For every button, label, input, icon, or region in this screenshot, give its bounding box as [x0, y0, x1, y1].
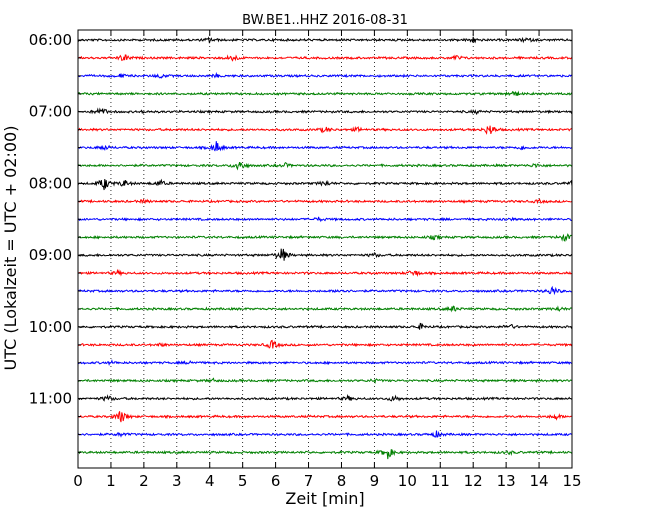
x-tick-label: 9 [370, 472, 380, 490]
trace-09:15 [77, 268, 573, 278]
trace-07:30 [77, 141, 573, 152]
axes [77, 29, 573, 469]
trace-08:45 [77, 233, 573, 242]
trace-10:45 [77, 377, 573, 385]
trace-09:30 [77, 285, 573, 296]
x-tick-label: 2 [139, 472, 149, 490]
trace-06:15 [77, 54, 573, 62]
x-tick-label: 8 [337, 472, 347, 490]
trace-11:30 [77, 430, 573, 438]
y-tick-label: 09:00 [29, 246, 72, 264]
x-tick-label: 6 [271, 472, 281, 490]
trace-08:00 [77, 178, 573, 191]
trace-06:30 [77, 71, 573, 79]
trace-09:00 [77, 248, 573, 261]
x-tick-label: 15 [562, 472, 581, 490]
trace-10:15 [77, 339, 573, 349]
y-tick-label: 10:00 [29, 318, 72, 336]
trace-11:45 [77, 448, 573, 460]
y-axis-ticks: 06:00 07:00 08:00 09:00 10:00 11:00 [29, 31, 84, 453]
trace-09:45 [77, 305, 573, 313]
x-tick-label: 10 [398, 472, 417, 490]
x-tick-label: 3 [172, 472, 182, 490]
chart-title: BW.BE1..HHZ 2016-08-31 [242, 13, 408, 28]
y-axis-label: UTC (Lokalzeit = UTC + 02:00) [1, 126, 20, 371]
trace-08:30 [77, 216, 573, 223]
x-tick-label: 11 [431, 472, 450, 490]
y-tick-label: 08:00 [29, 174, 72, 192]
trace-06:00 [77, 36, 573, 44]
seismic-traces [77, 36, 573, 460]
trace-10:30 [77, 359, 573, 366]
x-tick-label: 1 [106, 472, 116, 490]
x-tick-label: 13 [497, 472, 516, 490]
plot-frame [77, 29, 573, 469]
trace-07:00 [77, 107, 573, 116]
y-tick-label: 07:00 [29, 103, 72, 121]
x-tick-label: 14 [530, 472, 549, 490]
trace-10:00 [77, 322, 573, 330]
trace-11:00 [77, 393, 573, 402]
trace-07:15 [77, 125, 573, 135]
trace-06:45 [77, 90, 573, 97]
x-tick-label: 5 [238, 472, 248, 490]
grid-lines [110, 30, 540, 468]
trace-08:15 [77, 198, 573, 205]
y-tick-label: 11:00 [29, 390, 72, 408]
x-tick-label: 7 [304, 472, 314, 490]
trace-11:15 [77, 411, 573, 423]
x-tick-label: 4 [205, 472, 215, 490]
y-tick-label: 06:00 [29, 31, 72, 49]
x-axis-ticks: 0 1 2 3 4 5 6 7 8 9 10 11 12 13 14 15 [73, 30, 582, 490]
x-axis-label: Zeit [min] [285, 489, 364, 508]
x-tick-label: 12 [464, 472, 483, 490]
trace-07:45 [77, 161, 573, 171]
x-tick-label: 0 [73, 472, 83, 490]
